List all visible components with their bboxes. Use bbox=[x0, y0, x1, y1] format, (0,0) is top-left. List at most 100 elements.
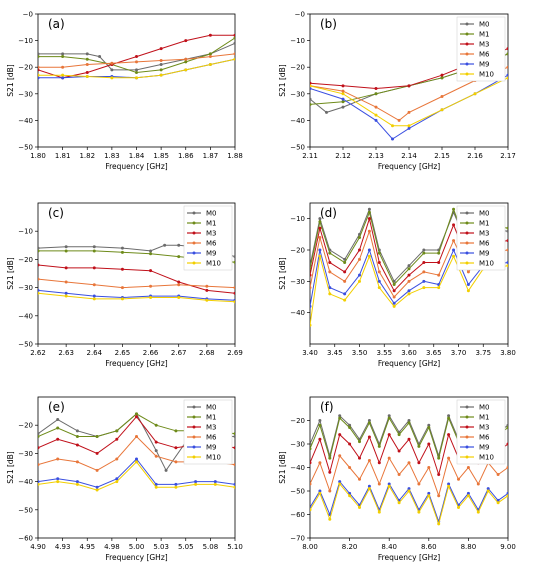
data-point-M3 bbox=[407, 84, 411, 88]
data-point-M9 bbox=[506, 491, 508, 495]
data-point-M1 bbox=[149, 252, 153, 256]
data-point-M10 bbox=[358, 279, 361, 283]
data-point-M6 bbox=[437, 494, 441, 498]
legend-marker-M1 bbox=[192, 221, 196, 225]
data-point-M0 bbox=[318, 217, 322, 221]
data-point-M10 bbox=[473, 92, 477, 96]
data-point-M10 bbox=[205, 298, 209, 302]
data-point-M3 bbox=[310, 461, 312, 465]
legend-marker-M1 bbox=[465, 221, 469, 225]
data-point-M1 bbox=[348, 426, 352, 430]
data-point-M1 bbox=[310, 447, 312, 451]
data-point-M6 bbox=[205, 284, 209, 288]
data-point-M10 bbox=[377, 286, 381, 290]
data-point-M9 bbox=[38, 480, 40, 484]
data-point-M10 bbox=[92, 297, 96, 301]
data-point-M1 bbox=[184, 60, 188, 64]
legend-marker-M10 bbox=[465, 72, 469, 76]
data-point-M0 bbox=[233, 41, 235, 45]
series-line-M10 bbox=[38, 461, 235, 491]
x-tick-label: 1.84 bbox=[129, 152, 145, 160]
y-tick-label: −10 bbox=[290, 37, 305, 45]
data-point-M10 bbox=[135, 76, 138, 80]
data-point-M3 bbox=[367, 217, 371, 221]
legend-marker-M6 bbox=[465, 241, 469, 245]
x-tick-label: 1.87 bbox=[203, 152, 219, 160]
x-axis-label: Frequency [GHz] bbox=[378, 162, 440, 171]
data-point-M10 bbox=[159, 73, 163, 77]
data-point-M9 bbox=[506, 261, 508, 265]
data-point-M3 bbox=[506, 239, 508, 243]
x-tick-label: 1.86 bbox=[178, 152, 194, 160]
data-point-M3 bbox=[233, 446, 235, 450]
data-point-M6 bbox=[135, 60, 138, 64]
data-point-M1 bbox=[447, 416, 451, 420]
data-point-M9 bbox=[318, 248, 322, 252]
data-point-M6 bbox=[506, 248, 508, 252]
x-tick-label: 5.03 bbox=[153, 543, 169, 551]
data-point-M6 bbox=[110, 61, 114, 65]
legend-marker-M0 bbox=[192, 211, 196, 215]
legend-label-M1: M1 bbox=[479, 414, 490, 422]
y-tick-label: −10 bbox=[18, 228, 33, 236]
y-tick-label: −40 bbox=[18, 478, 33, 486]
panel-label: (a) bbox=[48, 17, 65, 31]
data-point-M10 bbox=[38, 73, 40, 77]
data-point-M0 bbox=[310, 97, 312, 101]
data-point-M6 bbox=[38, 277, 40, 281]
data-point-M9 bbox=[367, 484, 371, 488]
y-tick-label: −0 bbox=[23, 11, 33, 19]
data-point-M0 bbox=[348, 423, 352, 427]
data-point-M3 bbox=[38, 446, 40, 450]
data-point-M1 bbox=[75, 434, 79, 438]
data-point-M0 bbox=[149, 249, 153, 253]
x-axis-label: Frequency [GHz] bbox=[378, 359, 440, 368]
data-point-M0 bbox=[506, 423, 508, 427]
data-point-M0 bbox=[85, 52, 89, 56]
data-point-M9 bbox=[318, 489, 322, 493]
x-tick-label: 2.12 bbox=[335, 152, 351, 160]
data-point-M10 bbox=[417, 510, 421, 514]
data-point-M6 bbox=[466, 466, 470, 469]
data-point-M0 bbox=[422, 248, 426, 252]
data-point-M1 bbox=[328, 456, 332, 460]
series-line-M9 bbox=[38, 289, 235, 301]
y-tick-label: −40 bbox=[18, 117, 33, 125]
data-point-M0 bbox=[177, 243, 181, 247]
data-point-M6 bbox=[437, 273, 441, 277]
legend-label-M0: M0 bbox=[479, 210, 490, 218]
data-point-M0 bbox=[447, 414, 451, 418]
data-point-M6 bbox=[233, 463, 235, 467]
data-point-M10 bbox=[310, 84, 312, 88]
y-tick-label: −30 bbox=[290, 278, 305, 286]
data-point-M9 bbox=[377, 279, 381, 283]
data-point-M3 bbox=[348, 442, 352, 446]
legend-label-M3: M3 bbox=[206, 230, 217, 238]
legend-marker-M0 bbox=[465, 211, 469, 215]
data-point-M1 bbox=[437, 456, 441, 460]
legend-marker-M10 bbox=[465, 455, 469, 459]
data-point-M1 bbox=[367, 210, 371, 214]
legend-label-M0: M0 bbox=[206, 210, 217, 218]
data-point-M6 bbox=[440, 94, 444, 98]
data-point-M1 bbox=[120, 250, 124, 254]
data-point-M1 bbox=[233, 36, 235, 40]
data-point-M1 bbox=[452, 207, 456, 211]
y-tick-label: −40 bbox=[18, 312, 33, 320]
x-tick-label: 8.60 bbox=[421, 543, 437, 551]
legend-box bbox=[183, 399, 233, 465]
x-tick-label: 2.11 bbox=[302, 152, 318, 160]
data-point-M1 bbox=[506, 426, 508, 430]
data-point-M6 bbox=[154, 454, 158, 458]
data-point-M10 bbox=[184, 68, 188, 72]
y-tick-label: −50 bbox=[290, 488, 305, 496]
data-point-M3 bbox=[318, 226, 322, 230]
data-point-M1 bbox=[318, 220, 322, 224]
data-point-M9 bbox=[64, 291, 68, 295]
data-point-M6 bbox=[38, 463, 40, 467]
y-tick-label: −10 bbox=[18, 37, 33, 45]
data-point-M10 bbox=[310, 508, 312, 512]
legend-label-M9: M9 bbox=[479, 250, 490, 258]
data-point-M6 bbox=[377, 270, 381, 274]
data-point-M1 bbox=[38, 55, 40, 59]
